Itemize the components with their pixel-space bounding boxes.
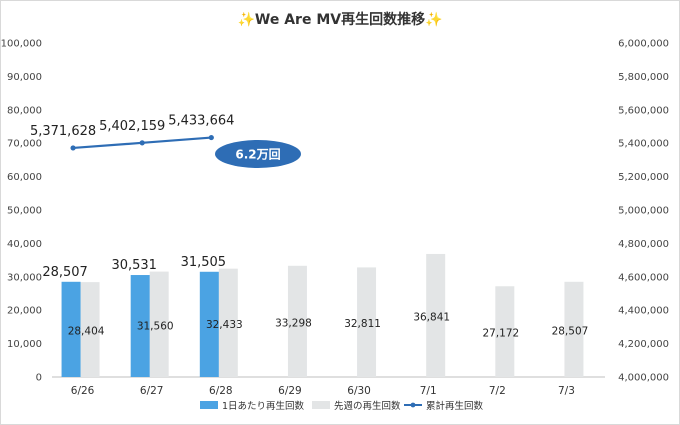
- bar-label-previous-week: 36,841: [413, 311, 450, 323]
- bar-label-previous-week: 33,298: [275, 317, 312, 329]
- legend-swatch-marker: [410, 402, 416, 408]
- y-tick-label-left: 70,000: [7, 139, 42, 150]
- y-tick-label-right: 6,000,000: [618, 39, 669, 50]
- y-tick-label-right: 4,000,000: [618, 373, 669, 384]
- legend: 1日あたり再生回数 先週の再生回数 累計再生回数: [200, 400, 484, 412]
- bar-label-previous-week: 31,560: [137, 320, 174, 332]
- cumulative-line: [70, 134, 214, 151]
- bar-previous-week: [426, 253, 446, 377]
- chart-title: ✨We Are MV再生回数推移✨: [237, 11, 442, 28]
- bar-previous-week: [80, 282, 100, 377]
- x-tick-label: 6/27: [140, 385, 164, 397]
- y-tick-label-right: 4,800,000: [618, 239, 669, 250]
- x-tick-label: 6/28: [209, 385, 233, 397]
- y-tick-label-right: 4,600,000: [618, 272, 669, 283]
- bar-label-previous-week: 32,811: [344, 318, 381, 330]
- bar-label-daily: 31,505: [181, 255, 227, 270]
- y-tick-label-left: 10,000: [7, 339, 42, 350]
- y-tick-label-left: 20,000: [7, 306, 42, 317]
- y-tick-label-right: 5,600,000: [618, 105, 669, 116]
- bar-previous-week: [564, 281, 584, 377]
- bar-label-previous-week: 28,404: [68, 326, 105, 338]
- y-tick-label-right: 4,200,000: [618, 339, 669, 350]
- y-tick-label-left: 60,000: [7, 172, 42, 183]
- y-tick-label-right: 5,200,000: [618, 172, 669, 183]
- x-tick-label: 7/3: [558, 385, 575, 397]
- y-tick-label-right: 5,800,000: [618, 72, 669, 83]
- line-label-cumulative: 5,402,159: [99, 119, 165, 134]
- bar-label-daily: 30,531: [111, 258, 157, 273]
- annotation: 6.2万回: [215, 140, 301, 168]
- legend-label: 累計再生回数: [426, 400, 484, 412]
- y-tick-label-left: 50,000: [7, 206, 42, 217]
- bar-label-previous-week: 27,172: [482, 328, 519, 340]
- y-tick-label-right: 5,400,000: [618, 139, 669, 150]
- bar-previous-week: [495, 286, 515, 377]
- y-tick-label-right: 5,000,000: [618, 206, 669, 217]
- cumulative-point: [70, 145, 76, 151]
- bar-previous-week: [357, 267, 377, 377]
- x-tick-label: 7/2: [489, 385, 506, 397]
- bar-daily: [199, 271, 219, 377]
- legend-swatch: [200, 401, 218, 409]
- bar-previous-week: [149, 271, 169, 377]
- legend-label: 1日あたり再生回数: [222, 400, 305, 412]
- line-label-cumulative: 5,433,664: [168, 114, 234, 129]
- line-label-cumulative: 5,371,628: [30, 124, 96, 139]
- legend-swatch: [312, 401, 330, 409]
- bar-label-daily: 28,507: [42, 265, 88, 280]
- y-tick-label-left: 90,000: [7, 72, 42, 83]
- y-tick-label-left: 0: [36, 373, 42, 384]
- bar-daily: [61, 281, 81, 377]
- y-tick-label-left: 40,000: [7, 239, 42, 250]
- y-tick-label-left: 80,000: [7, 105, 42, 116]
- bars: [61, 253, 584, 377]
- y-tick-label-left: 30,000: [7, 272, 42, 283]
- x-tick-label: 6/29: [278, 385, 302, 397]
- cumulative-point: [139, 140, 145, 146]
- annotation-text: 6.2万回: [235, 148, 280, 162]
- y-tick-label-left: 100,000: [1, 39, 42, 50]
- x-tick-label: 6/30: [347, 385, 371, 397]
- bar-previous-week: [287, 265, 307, 377]
- bar-label-previous-week: 32,433: [206, 319, 243, 331]
- bar-label-previous-week: 28,507: [552, 325, 589, 337]
- data-labels: 28,404 31,560 32,433 33,298 32,811 36,841 27,1…: [30, 114, 588, 340]
- x-tick-label: 6/26: [71, 385, 95, 397]
- y-tick-label-right: 4,400,000: [618, 306, 669, 317]
- annotation-ellipse: [215, 140, 301, 168]
- x-tick-label: 7/1: [420, 385, 437, 397]
- cumulative-point: [208, 134, 214, 141]
- bar-previous-week: [218, 268, 238, 377]
- bar-daily: [130, 275, 150, 377]
- legend-label: 先週の再生回数: [334, 400, 401, 412]
